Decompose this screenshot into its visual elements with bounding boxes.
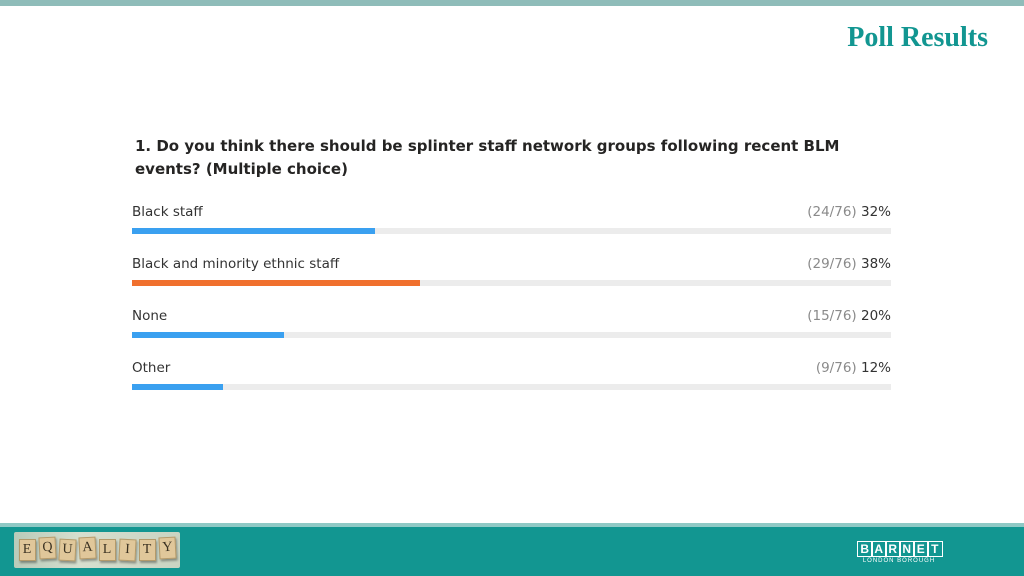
letter-tile: I <box>117 538 137 562</box>
top-accent-strip <box>0 0 1024 6</box>
letter-tile: Q <box>37 536 57 560</box>
logo-letter-box: A <box>871 541 887 557</box>
option-count: (29/76) <box>807 256 857 272</box>
poll-results-chart: Black staff (24/76) 32% Black and minority… <box>132 204 891 412</box>
option-count: (9/76) <box>815 360 857 376</box>
option-percent: 12% <box>860 360 891 376</box>
poll-option: Black and minority ethnic staff (29/76) 3… <box>132 256 891 308</box>
poll-option: Black staff (24/76) 32% <box>132 204 891 256</box>
option-bar-track <box>132 332 891 338</box>
logo-letter-box: T <box>927 541 943 557</box>
option-count: (15/76) <box>807 308 857 324</box>
poll-option: Other (9/76) 12% <box>132 360 891 412</box>
option-count: (24/76) <box>807 204 857 220</box>
option-bar <box>132 280 421 286</box>
logo-letter-box: R <box>885 541 901 557</box>
barnet-logo-subtitle: LONDON BOROUGH <box>862 558 936 564</box>
option-percent: 38% <box>860 256 891 272</box>
option-stats: (24/76) 32% <box>807 204 891 220</box>
letter-tile: Y <box>157 536 177 560</box>
poll-option: None (15/76) 20% <box>132 308 891 360</box>
letter-tile: U <box>57 538 77 562</box>
logo-letter-box: E <box>913 541 929 557</box>
slide-title: Poll Results <box>847 22 988 53</box>
letter-tile: E <box>18 539 36 561</box>
logo-letter-box: N <box>899 541 915 557</box>
option-label: Black and minority ethnic staff <box>132 256 340 272</box>
poll-question: 1. Do you think there should be splinter… <box>135 137 840 178</box>
letter-tile: T <box>138 539 156 561</box>
option-percent: 20% <box>860 308 891 324</box>
logo-letter-box: B <box>857 541 873 557</box>
option-stats: (9/76) 12% <box>816 360 891 376</box>
option-percent: 32% <box>860 204 891 220</box>
footer-accent-line <box>0 523 1024 527</box>
letter-tile: A <box>77 536 97 560</box>
option-label: None <box>132 308 168 324</box>
option-bar <box>132 332 284 338</box>
option-bar <box>132 228 375 234</box>
option-bar-track <box>132 228 891 234</box>
option-bar <box>132 384 224 390</box>
option-label: Other <box>132 360 171 376</box>
option-bar-track <box>132 384 891 390</box>
option-stats: (15/76) 20% <box>807 308 891 324</box>
letter-tile: L <box>98 539 116 561</box>
option-bar-track <box>132 280 891 286</box>
option-label: Black staff <box>132 204 203 220</box>
option-stats: (29/76) 38% <box>807 256 891 272</box>
